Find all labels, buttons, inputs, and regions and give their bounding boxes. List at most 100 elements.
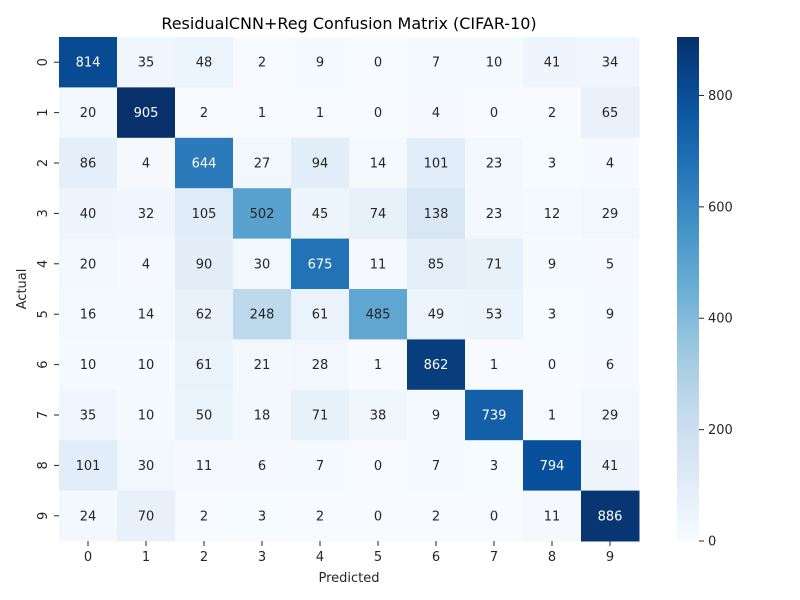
cell-value-label: 35 [138, 56, 155, 71]
heatmap-cell-0-9 [581, 37, 640, 88]
cell-value-label: 1 [548, 409, 556, 424]
heatmap-cell-5-5 [349, 289, 408, 340]
colorbar [677, 37, 699, 541]
cell-value-label: 1 [316, 106, 324, 121]
heatmap-cell-9-3 [233, 490, 292, 542]
cell-value-label: 85 [428, 257, 445, 272]
cell-value-label: 0 [490, 509, 498, 524]
x-axis-title: Predicted [318, 571, 379, 586]
heatmap-cell-8-9 [581, 440, 640, 492]
cell-value-label: 11 [196, 459, 213, 474]
cell-value-label: 644 [192, 157, 217, 172]
heatmap-cell-8-1 [117, 440, 176, 492]
x-tick-label: 2 [200, 550, 208, 565]
x-tick-label: 0 [84, 550, 92, 565]
heatmap-cell-5-9 [581, 289, 640, 340]
cell-value-label: 21 [254, 358, 271, 373]
x-tick-label: 8 [548, 550, 556, 565]
cell-value-label: 3 [258, 509, 266, 524]
heatmap-cell-5-6 [407, 289, 466, 340]
heatmap-cell-2-6 [407, 137, 466, 189]
cell-value-label: 50 [196, 409, 213, 424]
heatmap-cell-6-5 [349, 339, 408, 391]
heatmap-cell-1-9 [581, 87, 640, 139]
heatmap-cell-2-0 [59, 137, 118, 189]
heatmap-cell-1-5 [349, 87, 408, 139]
heatmap-cell-1-1 [117, 87, 176, 139]
heatmap-cell-7-4 [291, 389, 350, 441]
heatmap-cell-0-0 [59, 37, 118, 88]
cell-value-label: 11 [544, 509, 561, 524]
heatmap-cell-1-7 [465, 87, 524, 139]
heatmap-cell-3-8 [523, 188, 582, 240]
y-tick-label: 0 [36, 58, 51, 66]
y-tick-label: 2 [36, 159, 51, 167]
heatmap-cell-4-1 [117, 238, 176, 290]
heatmap-cell-1-2 [175, 87, 234, 139]
heatmap-cell-4-9 [581, 238, 640, 290]
cell-value-label: 105 [192, 207, 217, 222]
cell-value-label: 27 [254, 157, 271, 172]
cell-value-label: 0 [548, 358, 556, 373]
cell-value-label: 1 [490, 358, 498, 373]
cell-value-label: 1 [258, 106, 266, 121]
y-tick-label: 8 [36, 461, 51, 469]
colorbar-tick-label: 200 [708, 423, 733, 438]
cell-value-label: 6 [258, 459, 266, 474]
x-axis-ticks: 0 1 2 3 4 5 6 7 8 9 [84, 541, 614, 565]
heatmap-cell-2-2 [175, 137, 234, 189]
x-tick-label: 7 [490, 550, 498, 565]
cell-value-label: 9 [316, 56, 324, 71]
heatmap-cell-7-6 [407, 389, 466, 441]
heatmap-cell-7-5 [349, 389, 408, 441]
heatmap-cell-9-9 [581, 490, 640, 542]
cell-value-label: 45 [312, 207, 329, 222]
cell-value-label: 34 [602, 56, 619, 71]
cell-value-label: 40 [80, 207, 97, 222]
heatmap-cell-6-2 [175, 339, 234, 391]
cell-value-label: 814 [76, 56, 101, 71]
heatmap-cell-7-2 [175, 389, 234, 441]
heatmap-cell-0-2 [175, 37, 234, 88]
heatmap-cell-2-5 [349, 137, 408, 189]
cell-value-label: 38 [370, 409, 387, 424]
cell-value-label: 2 [258, 56, 266, 71]
x-tick-label: 9 [606, 550, 614, 565]
cell-value-label: 0 [374, 106, 382, 121]
cell-value-label: 0 [490, 106, 498, 121]
heatmap-cell-0-6 [407, 37, 466, 88]
cell-value-label: 101 [76, 459, 101, 474]
heatmap-cell-0-3 [233, 37, 292, 88]
heatmap-cell-0-8 [523, 37, 582, 88]
heatmap-cell-5-2 [175, 289, 234, 340]
heatmap-cell-2-3 [233, 137, 292, 189]
cell-value-label: 3 [548, 157, 556, 172]
heatmap-cell-9-1 [117, 490, 176, 542]
heatmap-cell-1-0 [59, 87, 118, 139]
heatmap-cell-5-4 [291, 289, 350, 340]
cell-value-label: 7 [432, 459, 440, 474]
cell-value-label: 9 [432, 409, 440, 424]
cell-value-label: 101 [424, 157, 449, 172]
cell-value-label: 71 [312, 409, 329, 424]
heatmap-cell-5-1 [117, 289, 176, 340]
cell-value-label: 138 [424, 207, 449, 222]
heatmap-cell-3-4 [291, 188, 350, 240]
cell-value-label: 2 [200, 106, 208, 121]
cell-value-label: 2 [200, 509, 208, 524]
heatmap-cell-9-5 [349, 490, 408, 542]
cell-value-label: 74 [370, 207, 387, 222]
heatmap-cell-4-2 [175, 238, 234, 290]
y-axis-title: Actual [15, 269, 30, 310]
heatmap-cell-1-4 [291, 87, 350, 139]
heatmap-cell-0-4 [291, 37, 350, 88]
heatmap-cell-5-0 [59, 289, 118, 340]
colorbar-tick-label: 400 [708, 312, 733, 327]
cell-value-label: 675 [308, 257, 333, 272]
heatmap-cell-8-3 [233, 440, 292, 492]
cell-value-label: 30 [254, 257, 271, 272]
y-axis-ticks: 0 1 2 3 4 5 6 7 8 9 [36, 58, 59, 520]
cell-value-label: 4 [142, 157, 150, 172]
cell-value-label: 18 [254, 409, 271, 424]
